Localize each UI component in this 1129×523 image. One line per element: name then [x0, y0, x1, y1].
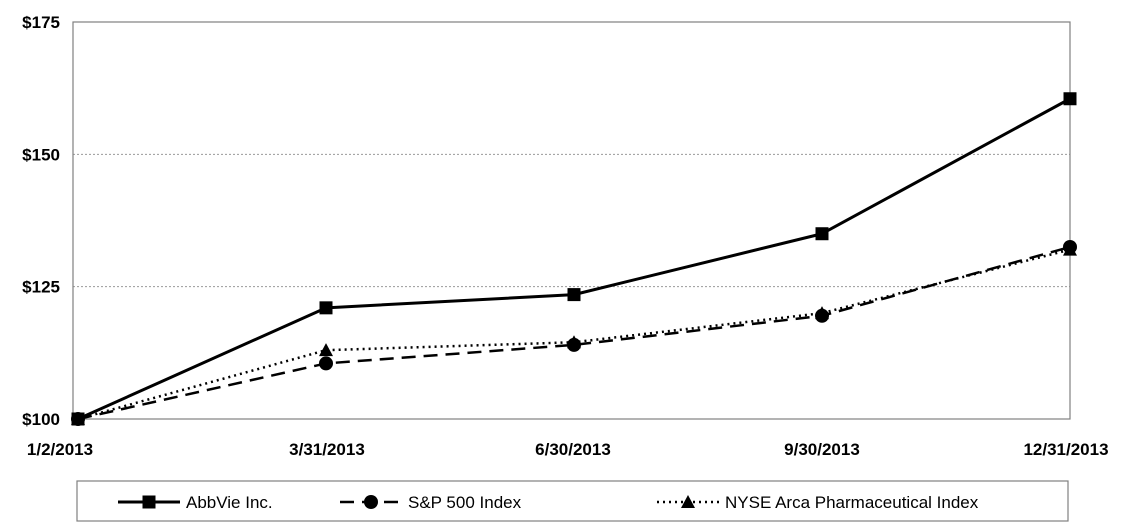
x-tick-label: 6/30/2013	[535, 440, 611, 459]
series-markers	[71, 92, 1077, 426]
data-point-nyse-arca-pharmaceutical-index-0	[71, 412, 85, 425]
data-point-abbvie-inc-4	[1063, 92, 1077, 106]
y-tick-label: $175	[22, 13, 60, 32]
x-tick-label: 3/31/2013	[289, 440, 365, 459]
y-tick-label: $100	[22, 410, 60, 429]
series-line-nyse-arca-pharmaceutical-index	[77, 248, 1071, 421]
gridlines	[73, 153, 1070, 288]
legend-marker-abbvie-inc	[142, 495, 156, 509]
plot-area-frame	[72, 21, 1071, 420]
series-line-s-p-500-index	[77, 245, 1071, 421]
legend-label-s-p-500-index: S&P 500 Index	[408, 493, 522, 512]
legend-label-abbvie-inc: AbbVie Inc.	[186, 493, 273, 512]
x-tick-label: 1/2/2013	[27, 440, 93, 459]
data-point-abbvie-inc-2	[567, 288, 581, 302]
legend-label-nyse-arca-pharmaceutical-index: NYSE Arca Pharmaceutical Index	[725, 493, 979, 512]
y-tick-label: $125	[22, 278, 60, 297]
x-tick-label: 9/30/2013	[784, 440, 860, 459]
y-axis-tick-labels: $100 $125 $150 $175	[22, 13, 60, 429]
legend-marker-s-p-500-index	[364, 495, 378, 509]
data-point-abbvie-inc-3	[815, 227, 829, 241]
data-point-s-p-500-index-1	[319, 356, 333, 371]
y-tick-label: $150	[22, 145, 60, 164]
data-point-nyse-arca-pharmaceutical-index-2	[567, 335, 581, 349]
data-point-nyse-arca-pharmaceutical-index-3	[815, 306, 829, 320]
series-line-abbvie-inc	[77, 97, 1071, 421]
legend-marker-nyse-arca-pharmaceutical-index	[681, 495, 695, 508]
series-lines	[77, 97, 1071, 421]
legend: AbbVie Inc. S&P 500 Index NYSE Arca Pharma…	[76, 480, 1069, 522]
x-tick-label: 12/31/2013	[1023, 440, 1108, 459]
x-axis-tick-labels: 1/2/2013 3/31/2013 6/30/2013 9/30/2013 12/31…	[27, 440, 1109, 459]
data-point-nyse-arca-pharmaceutical-index-1	[319, 343, 333, 357]
legend-box	[76, 480, 1069, 522]
data-point-nyse-arca-pharmaceutical-index-4	[1063, 242, 1077, 256]
data-point-abbvie-inc-1	[319, 301, 333, 315]
